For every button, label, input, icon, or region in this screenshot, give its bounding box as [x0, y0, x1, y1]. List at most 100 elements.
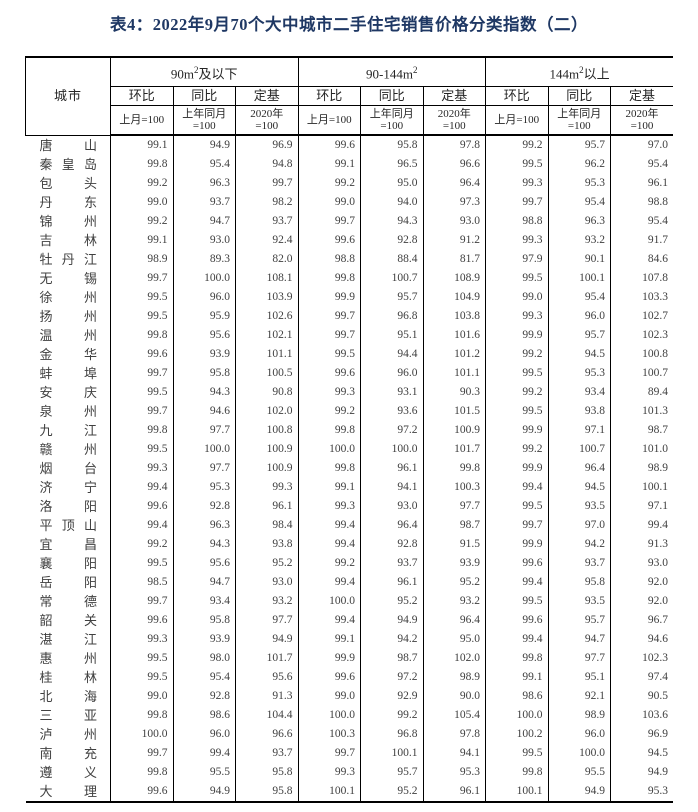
index-value: 96.9 — [610, 725, 674, 745]
index-value: 101.1 — [235, 345, 298, 365]
index-value: 98.2 — [235, 193, 298, 213]
city-name-text: 金华 — [39, 347, 98, 363]
index-value: 97.7 — [172, 421, 236, 441]
index-value: 92.0 — [610, 592, 674, 612]
index-value: 99.2 — [297, 554, 361, 574]
index-value: 99.8 — [485, 649, 548, 669]
index-value: 96.1 — [360, 573, 423, 593]
index-value: 108.1 — [235, 269, 298, 289]
index-value: 99.9 — [485, 459, 548, 479]
table-row: 扬州 99.5 95.9 102.6 99.7 96.8 103.8 99.3 96.0 102.… — [25, 307, 674, 327]
base-line: =100 — [567, 120, 591, 133]
index-value: 95.7 — [360, 763, 423, 783]
index-value: 94.1 — [422, 744, 486, 764]
index-value: 98.7 — [360, 649, 423, 669]
index-value: 99.7 — [110, 269, 173, 289]
index-value: 100.9 — [235, 459, 298, 479]
city-name: 大理 — [25, 782, 111, 803]
index-value: 97.0 — [547, 516, 611, 536]
city-name: 北海 — [25, 687, 111, 707]
city-name: 锦州 — [25, 212, 111, 232]
index-value: 99.8 — [485, 763, 548, 783]
index-value: 93.4 — [172, 592, 236, 612]
table-row: 赣州 99.5 100.0 100.9 100.0 100.0 101.7 99.2 100.7… — [25, 440, 674, 460]
table-row: 温州 99.8 95.6 102.1 99.7 95.1 101.6 99.9 95.7 102.… — [25, 326, 674, 346]
index-value: 100.7 — [360, 269, 423, 289]
index-value: 98.8 — [485, 212, 548, 232]
index-value: 101.7 — [422, 440, 486, 460]
group-header-row: 城市 90m2及以下 90-144m2 144m2以上 — [25, 57, 674, 136]
table-row: 北海 99.0 92.8 91.3 99.0 92.9 90.0 98.6 92.1 90.5 — [25, 687, 674, 707]
index-value: 99.0 — [297, 687, 361, 707]
index-value: 100.0 — [297, 592, 361, 612]
index-value: 92.8 — [360, 535, 423, 555]
city-name: 徐州 — [25, 288, 111, 308]
city-name-text: 济宁 — [39, 480, 98, 496]
index-value: 96.6 — [235, 725, 298, 745]
index-value: 94.9 — [547, 782, 611, 803]
index-value: 95.9 — [172, 307, 236, 327]
city-name: 丹东 — [25, 193, 111, 213]
index-value: 99.6 — [485, 611, 548, 631]
index-value: 99.1 — [297, 630, 361, 650]
base-header-yoy: 上年同月 =100 — [172, 105, 236, 137]
city-name-text: 烟台 — [39, 461, 98, 477]
index-value: 93.2 — [547, 231, 611, 251]
base-header-fixed: 2020年 =100 — [610, 105, 674, 137]
city-name: 烟台 — [25, 459, 111, 479]
index-value: 94.3 — [360, 212, 423, 232]
index-value: 100.3 — [422, 478, 486, 498]
index-value: 92.0 — [610, 573, 674, 593]
city-name-text: 桂林 — [39, 670, 98, 686]
index-value: 100.7 — [547, 440, 611, 460]
table-row: 大理 99.6 94.9 95.8 100.1 95.2 96.1 100.1 94.9 95.3 — [25, 782, 674, 803]
index-value: 99.1 — [297, 155, 361, 175]
index-value: 97.7 — [172, 459, 236, 479]
index-value: 93.5 — [547, 592, 611, 612]
index-value: 99.4 — [172, 744, 236, 764]
city-name: 扬州 — [25, 307, 111, 327]
index-value: 100.0 — [297, 440, 361, 460]
index-value: 97.2 — [360, 668, 423, 688]
index-value: 90.1 — [547, 250, 611, 270]
index-value: 94.3 — [172, 383, 236, 403]
index-value: 95.7 — [547, 326, 611, 346]
index-value: 99.5 — [110, 554, 173, 574]
city-name-text: 温州 — [39, 328, 98, 344]
index-value: 96.2 — [547, 155, 611, 175]
base-line: 上年同月 — [557, 107, 602, 120]
city-name: 韶关 — [25, 611, 111, 631]
index-value: 107.8 — [610, 269, 674, 289]
table-row: 遵义 99.8 95.5 95.8 99.3 95.7 95.3 99.8 95.5 94.9 — [25, 763, 674, 783]
index-value: 93.0 — [360, 497, 423, 517]
index-value: 93.0 — [610, 554, 674, 574]
index-value: 99.9 — [485, 421, 548, 441]
base-line: =100 — [442, 120, 466, 133]
superscript-2: 2 — [194, 65, 199, 75]
index-value: 96.7 — [610, 611, 674, 631]
index-value: 99.2 — [297, 174, 361, 194]
base-line: 上月=100 — [306, 114, 352, 127]
base-line: =100 — [380, 120, 404, 133]
base-line: 上月=100 — [119, 114, 165, 127]
index-value: 97.8 — [422, 135, 486, 156]
index-value: 84.6 — [610, 250, 674, 270]
index-value: 101.0 — [610, 440, 674, 460]
city-name-text: 北海 — [39, 689, 98, 705]
index-value: 95.4 — [547, 288, 611, 308]
table-row: 秦皇岛 99.8 95.4 94.8 99.1 96.5 96.6 99.5 96.2 95.4 — [25, 155, 674, 175]
index-value: 100.1 — [360, 744, 423, 764]
index-value: 99.7 — [297, 744, 361, 764]
index-value: 99.4 — [297, 535, 361, 555]
index-value: 95.3 — [172, 478, 236, 498]
index-value: 96.1 — [360, 459, 423, 479]
index-value: 101.5 — [422, 402, 486, 422]
table-row: 丹东 99.0 93.7 98.2 99.0 94.0 97.3 99.7 95.4 98.8 — [25, 193, 674, 213]
index-value: 99.4 — [485, 630, 548, 650]
city-name: 桂林 — [25, 668, 111, 688]
city-name: 蚌埠 — [25, 364, 111, 384]
city-name-text: 锦州 — [39, 214, 98, 230]
index-value: 95.4 — [547, 193, 611, 213]
price-index-table: 城市 90m2及以下 90-144m2 144m2以上 环比 同比 定基 环比 … — [25, 56, 674, 804]
